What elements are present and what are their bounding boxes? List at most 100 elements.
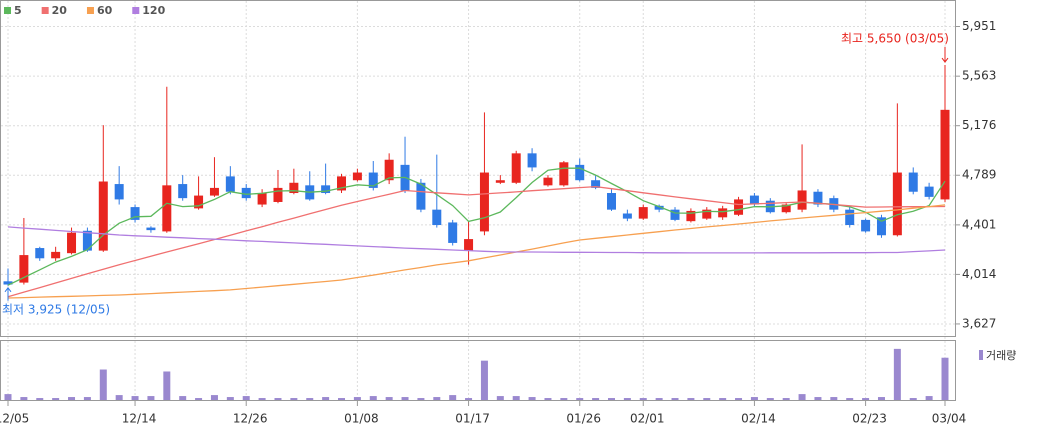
candle-body xyxy=(591,180,601,188)
candle-body xyxy=(749,195,759,205)
candle-body xyxy=(876,217,886,236)
volume-bar xyxy=(846,398,854,400)
candle-body xyxy=(543,177,553,186)
candle-body xyxy=(209,187,219,196)
candle-body xyxy=(416,182,426,210)
volume-frame xyxy=(0,340,956,401)
volume-bar xyxy=(353,397,361,400)
x-tick-label: 12/14 xyxy=(122,412,157,426)
volume-bar xyxy=(242,396,250,400)
y-tick-label: 3,627 xyxy=(962,316,996,330)
volume-bar xyxy=(893,348,901,400)
volume-bar xyxy=(480,360,488,400)
candle-body xyxy=(464,239,474,251)
candle-body xyxy=(718,208,728,218)
volume-bar xyxy=(433,397,441,400)
volume-bar xyxy=(99,369,107,400)
candle-body xyxy=(384,159,394,181)
price-frame xyxy=(0,0,956,337)
candle-body xyxy=(98,181,108,251)
volume-bar xyxy=(83,397,91,400)
volume-bar xyxy=(179,396,187,400)
volume-bar xyxy=(465,398,473,400)
volume-bar xyxy=(814,397,822,400)
volume-bar xyxy=(687,398,695,400)
legend-label: 5 xyxy=(14,4,22,17)
candle-body xyxy=(321,185,331,194)
legend-swatch xyxy=(4,7,11,14)
candle-body xyxy=(448,222,458,243)
candle-body xyxy=(19,255,29,283)
candle-body xyxy=(178,184,188,199)
volume-bar xyxy=(528,397,536,400)
candle-body xyxy=(575,164,585,181)
x-tick-label: 02/01 xyxy=(630,412,665,426)
candle-body xyxy=(130,207,140,220)
y-tick-label: 4,014 xyxy=(962,267,996,281)
volume-bar xyxy=(735,398,743,400)
candle-body xyxy=(734,199,744,215)
candle-body xyxy=(114,184,124,200)
candle-body xyxy=(67,232,77,254)
y-tick-label: 5,563 xyxy=(962,69,996,83)
volume-bar xyxy=(512,396,520,400)
volume-bar xyxy=(210,395,218,400)
candle-body xyxy=(908,172,918,192)
volume-bar xyxy=(782,398,790,400)
candle-body xyxy=(51,251,61,259)
volume-bar xyxy=(703,398,711,400)
volume-bar xyxy=(544,398,552,400)
legend-label: 120 xyxy=(142,4,165,17)
volume-bar xyxy=(830,397,838,400)
volume-bar xyxy=(592,398,600,400)
candle-body xyxy=(35,248,45,259)
candle-body xyxy=(495,180,505,183)
legend-label: 거래량 xyxy=(986,349,1016,362)
candle-body xyxy=(194,195,204,209)
volume-bar xyxy=(385,397,393,400)
volume-bar xyxy=(226,397,234,400)
x-tick-label: 12/26 xyxy=(233,412,268,426)
volume-bar xyxy=(607,398,615,400)
candle-body xyxy=(273,187,283,202)
candle-body xyxy=(479,172,489,232)
candle-body xyxy=(892,172,902,236)
candle-body xyxy=(924,186,934,197)
y-tick-label: 4,789 xyxy=(962,168,996,182)
volume-bar xyxy=(417,398,425,400)
volume-bar xyxy=(306,398,314,400)
candle-body xyxy=(797,190,807,210)
x-tick-label: 02/23 xyxy=(852,412,887,426)
legend-label: 20 xyxy=(52,4,68,17)
legend-swatch xyxy=(86,7,94,14)
volume-bar xyxy=(639,398,647,400)
volume-bar xyxy=(750,397,758,400)
volume-bar xyxy=(671,398,679,400)
x-tick-label: 01/08 xyxy=(344,412,379,426)
y-tick-label: 4,401 xyxy=(962,217,996,231)
candle-body xyxy=(654,205,664,210)
volume-bar xyxy=(576,398,584,400)
x-tick-label: 02/14 xyxy=(741,412,776,426)
volume-bar xyxy=(274,398,282,400)
x-tick-label: 12/05 xyxy=(0,412,29,426)
x-tick-label: 03/04 xyxy=(932,412,967,426)
volume-bar xyxy=(941,357,949,400)
volume-bar xyxy=(496,396,504,400)
candle-body xyxy=(257,193,267,205)
ma-line xyxy=(7,204,946,299)
candle-body xyxy=(225,176,235,192)
candle-body xyxy=(861,219,871,232)
candle-body xyxy=(606,193,616,210)
candle-body xyxy=(622,213,632,219)
volume-bar xyxy=(20,397,28,400)
candle-body xyxy=(241,187,251,199)
candle-body xyxy=(82,230,92,251)
volume-bar xyxy=(369,396,377,400)
volume-bar xyxy=(449,395,457,400)
x-tick-label: 01/26 xyxy=(566,412,601,426)
candle-body xyxy=(352,172,362,181)
volume-bar xyxy=(909,398,917,400)
ma-line xyxy=(7,167,946,286)
